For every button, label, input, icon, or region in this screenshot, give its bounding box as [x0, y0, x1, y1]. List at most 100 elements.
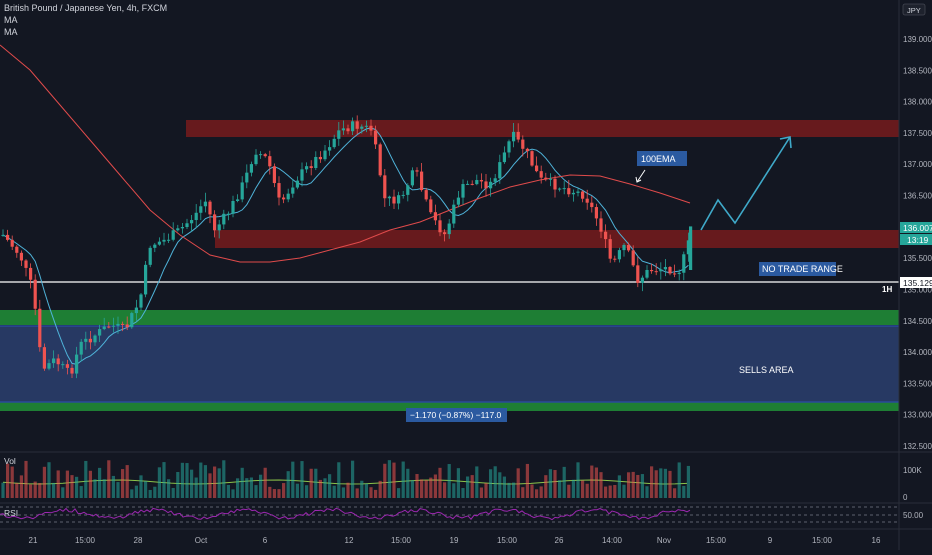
candle-body[interactable] [516, 131, 520, 140]
indicator-ma-2[interactable]: MA [4, 27, 18, 37]
candle-body[interactable] [153, 244, 157, 248]
candle-body[interactable] [70, 367, 74, 374]
candle-body[interactable] [38, 308, 42, 348]
candle-body[interactable] [226, 213, 230, 215]
candle-body[interactable] [401, 194, 405, 196]
candle-body[interactable] [249, 164, 253, 173]
candle-body[interactable] [47, 363, 51, 369]
candle-body[interactable] [673, 273, 677, 275]
symbol-title[interactable]: British Pound / Japanese Yen, 4h, FXCM [4, 3, 168, 13]
candle-body[interactable] [581, 191, 585, 199]
candle-body[interactable] [107, 326, 111, 328]
candle-body[interactable] [314, 156, 318, 169]
candle-body[interactable] [222, 213, 226, 225]
candle-body[interactable] [636, 265, 640, 283]
candle-body[interactable] [631, 250, 635, 266]
candle-body[interactable] [585, 198, 589, 203]
candle-body[interactable] [346, 128, 350, 132]
indicator-ma-1[interactable]: MA [4, 15, 18, 25]
candle-body[interactable] [15, 246, 19, 253]
candle-body[interactable] [176, 228, 180, 231]
candle-body[interactable] [203, 201, 207, 207]
candle-body[interactable] [309, 166, 313, 169]
candle-body[interactable] [544, 177, 548, 180]
candle-body[interactable] [79, 341, 83, 355]
candle-body[interactable] [645, 269, 649, 278]
candle-body[interactable] [236, 199, 240, 202]
candle-body[interactable] [677, 272, 681, 275]
candle-body[interactable] [461, 184, 465, 198]
candle-body[interactable] [84, 338, 88, 342]
candle-body-last[interactable] [689, 226, 693, 270]
candle-body[interactable] [663, 267, 667, 270]
candle-body[interactable] [65, 364, 69, 368]
candle-body[interactable] [272, 166, 276, 184]
candle-body[interactable] [479, 180, 483, 182]
candle-body[interactable] [295, 180, 299, 188]
candle-body[interactable] [627, 244, 631, 251]
candle-body[interactable] [52, 358, 56, 364]
candle-body[interactable] [493, 178, 497, 182]
candle-body[interactable] [111, 325, 115, 327]
candle-body[interactable] [682, 254, 686, 273]
currency-badge-box[interactable] [902, 3, 926, 16]
candle-body[interactable] [466, 183, 470, 185]
candle-body[interactable] [282, 197, 286, 200]
candle-body[interactable] [383, 175, 387, 199]
candle-body[interactable] [360, 126, 364, 129]
candle-body[interactable] [144, 264, 148, 295]
candle-body[interactable] [429, 199, 433, 213]
candle-body[interactable] [148, 247, 152, 265]
candle-body[interactable] [332, 138, 336, 148]
candle-body[interactable] [553, 178, 557, 190]
candle-body[interactable] [93, 335, 97, 343]
candle-body[interactable] [406, 185, 410, 195]
candle-body[interactable] [498, 162, 502, 179]
candle-body[interactable] [525, 148, 529, 152]
candle-body[interactable] [668, 267, 672, 274]
candle-body[interactable] [254, 154, 258, 165]
candle-body[interactable] [369, 125, 373, 131]
candle-body[interactable] [640, 277, 644, 283]
candle-body[interactable] [650, 269, 654, 272]
candles[interactable] [1, 115, 693, 379]
candle-body[interactable] [622, 244, 626, 251]
candle-body[interactable] [19, 252, 23, 261]
candle-body[interactable] [139, 294, 143, 308]
candle-body[interactable] [613, 258, 617, 260]
candle-body[interactable] [88, 338, 92, 343]
candle-body[interactable] [351, 121, 355, 132]
candle-body[interactable] [392, 196, 396, 204]
candle-body[interactable] [134, 307, 138, 314]
candle-body[interactable] [318, 156, 322, 160]
candle-body[interactable] [475, 180, 479, 185]
candle-body[interactable] [268, 156, 272, 167]
candle-body[interactable] [571, 192, 575, 195]
candle-body[interactable] [447, 223, 451, 235]
candle-body[interactable] [507, 141, 511, 153]
candle-body[interactable] [277, 183, 281, 198]
candle-body[interactable] [355, 121, 359, 129]
candle-body[interactable] [387, 196, 391, 199]
candle-body[interactable] [521, 139, 525, 149]
candle-body[interactable] [590, 202, 594, 208]
candle-body[interactable] [484, 181, 488, 189]
candle-body[interactable] [121, 323, 125, 325]
candle-body[interactable] [291, 187, 295, 194]
candle-body[interactable] [286, 193, 290, 200]
candle-body[interactable] [199, 206, 203, 213]
candle-body[interactable] [562, 188, 566, 190]
candle-body[interactable] [185, 223, 189, 227]
candle-body[interactable] [433, 212, 437, 221]
candle-body[interactable] [470, 183, 474, 185]
candle-body[interactable] [548, 178, 552, 180]
candle-body[interactable] [397, 195, 401, 204]
candle-body[interactable] [558, 188, 562, 190]
candle-body[interactable] [98, 329, 102, 336]
candle-body[interactable] [323, 150, 327, 160]
candle-body[interactable] [420, 171, 424, 191]
candle-body[interactable] [259, 154, 263, 156]
candle-body[interactable] [157, 241, 161, 245]
candle-body[interactable] [617, 250, 621, 260]
candle-body[interactable] [378, 144, 382, 176]
